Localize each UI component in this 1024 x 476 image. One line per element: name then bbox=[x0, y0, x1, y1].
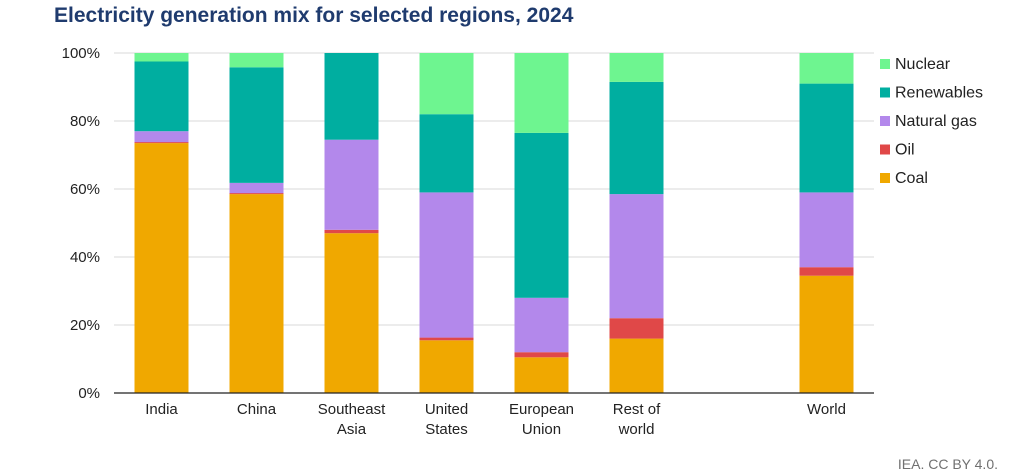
bar-segment-oil bbox=[609, 318, 664, 339]
bar-segment-nuclear bbox=[514, 53, 569, 133]
bar-segment-natural-gas bbox=[609, 194, 664, 319]
gridlines bbox=[114, 52, 874, 394]
legend-label: Oil bbox=[895, 142, 915, 159]
bar-segment-natural-gas bbox=[229, 182, 284, 194]
legend-swatch bbox=[880, 144, 890, 155]
bar-segment-nuclear bbox=[229, 53, 284, 68]
bar-segment-nuclear bbox=[419, 53, 474, 115]
bar-segment-coal bbox=[134, 143, 189, 393]
legend: Nuclear Renewables Natural gas Oil Coal bbox=[880, 56, 983, 187]
bar-segment-renewables bbox=[609, 81, 664, 195]
bar-segment-natural-gas bbox=[324, 139, 379, 230]
y-tick-label: 40% bbox=[70, 249, 100, 266]
legend-label: Coal bbox=[895, 170, 928, 187]
x-tick-label: Southeast bbox=[318, 401, 386, 418]
y-tick-label: 60% bbox=[70, 181, 100, 198]
bars bbox=[134, 53, 854, 393]
bar-segment-coal bbox=[514, 357, 569, 393]
bar-segment-renewables bbox=[419, 114, 474, 193]
bar-segment-oil bbox=[799, 267, 854, 276]
y-tick-label: 100% bbox=[62, 45, 100, 62]
legend-swatch bbox=[880, 59, 890, 69]
bar-segment-oil bbox=[514, 352, 569, 358]
y-tick-label: 80% bbox=[70, 113, 100, 130]
bar-segment-natural-gas bbox=[134, 131, 189, 143]
bar-segment-renewables bbox=[229, 67, 284, 183]
x-tick-label: European bbox=[509, 401, 574, 418]
x-tick-label: China bbox=[237, 401, 277, 418]
bar-segment-coal bbox=[609, 338, 664, 393]
x-axis-ticks: India China Southeast Asia United States Europ… bbox=[145, 401, 846, 438]
x-tick-label: world bbox=[618, 421, 655, 438]
y-tick-label: 20% bbox=[70, 317, 100, 334]
bar-segment-renewables bbox=[799, 83, 854, 193]
y-tick-label: 0% bbox=[78, 385, 100, 402]
legend-label: Natural gas bbox=[895, 113, 977, 130]
bar-segment-coal bbox=[324, 233, 379, 393]
bar-segment-renewables bbox=[514, 132, 569, 298]
y-axis-ticks: 0% 20% 40% 60% 80% 100% bbox=[62, 45, 100, 402]
bar-segment-natural-gas bbox=[514, 297, 569, 353]
bar-segment-coal bbox=[229, 194, 284, 393]
x-tick-label: Rest of bbox=[613, 401, 661, 418]
x-tick-label: States bbox=[425, 421, 468, 438]
bar-segment-nuclear bbox=[799, 53, 854, 84]
bar-segment-nuclear bbox=[609, 53, 664, 82]
legend-swatch bbox=[880, 173, 890, 183]
x-tick-label: Asia bbox=[337, 421, 367, 438]
chart-title: Electricity generation mix for selected … bbox=[54, 4, 574, 27]
bar-segment-natural-gas bbox=[419, 192, 474, 338]
bar-segment-oil bbox=[419, 337, 474, 341]
bar-segment-renewables bbox=[324, 53, 379, 140]
bar-segment-nuclear bbox=[134, 53, 189, 62]
bar-segment-renewables bbox=[134, 61, 189, 132]
x-tick-label: World bbox=[807, 401, 846, 418]
bar-segment-oil bbox=[134, 142, 189, 144]
legend-swatch bbox=[880, 116, 890, 126]
bar-segment-oil bbox=[324, 229, 379, 234]
legend-swatch bbox=[880, 87, 890, 98]
legend-label: Nuclear bbox=[895, 56, 951, 73]
bar-segment-oil bbox=[229, 193, 284, 195]
bar-segment-coal bbox=[419, 340, 474, 393]
source-credit: IEA. CC BY 4.0. bbox=[897, 456, 998, 472]
bar-segment-coal bbox=[799, 275, 854, 393]
legend-label: Renewables bbox=[895, 85, 983, 102]
x-tick-label: United bbox=[425, 401, 468, 418]
bar-segment-natural-gas bbox=[799, 192, 854, 268]
x-tick-label: India bbox=[145, 401, 178, 418]
x-tick-label: Union bbox=[522, 421, 561, 438]
